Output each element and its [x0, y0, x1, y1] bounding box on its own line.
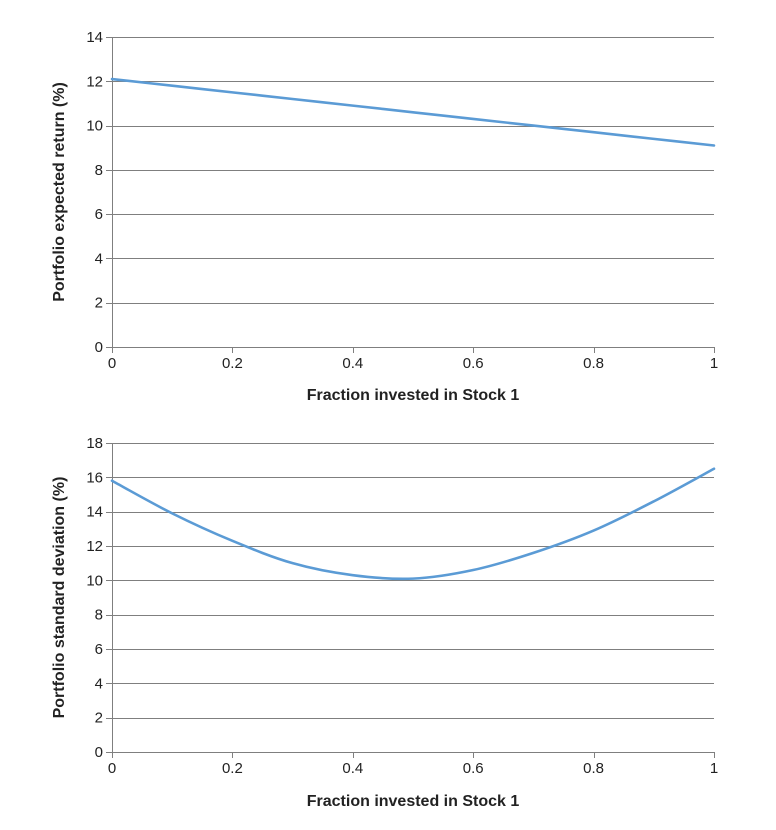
y-tick-label: 4 — [95, 250, 103, 267]
x-tick-label: 0.6 — [463, 355, 484, 372]
y-tick-label: 14 — [86, 504, 103, 521]
series-line — [110, 467, 716, 581]
x-tick-label: 0 — [108, 760, 116, 777]
y-axis-title: Portfolio standard deviation (%) — [51, 477, 68, 719]
x-tick-label: 0.6 — [463, 760, 484, 777]
y-tick-label: 2 — [95, 295, 103, 312]
x-tick-label: 0.4 — [342, 355, 363, 372]
y-tick-label: 12 — [86, 538, 103, 555]
x-axis-title: Fraction invested in Stock 1 — [307, 387, 520, 404]
y-tick-label: 0 — [95, 339, 103, 356]
y-axis-title: Portfolio expected return (%) — [51, 82, 68, 302]
y-tick-label: 8 — [95, 607, 103, 624]
y-tick-label: 4 — [95, 675, 103, 692]
x-tick-label: 0.4 — [342, 760, 363, 777]
x-tick-label: 1 — [710, 355, 718, 372]
x-axis-title: Fraction invested in Stock 1 — [307, 793, 520, 810]
y-tick-label: 6 — [95, 641, 103, 658]
y-tick-label: 10 — [86, 572, 103, 589]
y-tick-label: 12 — [86, 73, 103, 90]
x-tick-label: 0.2 — [222, 355, 243, 372]
expected-return-chart: 0 2 4 6 8 10 12 14 0 0.2 0.4 0.6 0.8 1 Fraction invest… — [51, 29, 718, 404]
y-tick-label: 2 — [95, 710, 103, 727]
y-tick-label: 0 — [95, 744, 103, 761]
y-tick-label: 10 — [86, 118, 103, 135]
x-tick-label: 0 — [108, 355, 116, 372]
y-tick-label: 18 — [86, 435, 103, 452]
series-line — [110, 77, 716, 147]
y-tick-label: 6 — [95, 206, 103, 223]
y-tick-label: 16 — [86, 469, 103, 486]
x-tick-label: 0.2 — [222, 760, 243, 777]
y-tick-label: 14 — [86, 29, 103, 46]
x-tick-label: 0.8 — [583, 355, 604, 372]
x-tick-label: 1 — [710, 760, 718, 777]
standard-deviation-chart: 0 2 4 6 8 10 12 14 16 18 0 0.2 0.4 0.6 0.8 1 Fraction in… — [51, 435, 718, 810]
x-tick-label: 0.8 — [583, 760, 604, 777]
y-tick-label: 8 — [95, 162, 103, 179]
